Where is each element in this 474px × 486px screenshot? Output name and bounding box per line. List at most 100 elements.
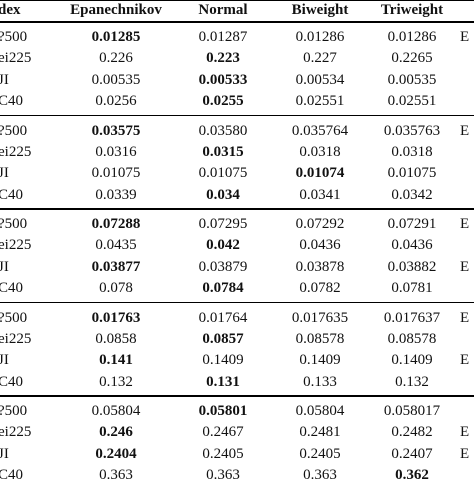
group-separator-rule (0, 114, 474, 116)
value-cell: 0.0318 (274, 141, 366, 163)
value-cell: 0.0255 (170, 90, 276, 112)
value-cell-text: 0.035763 (383, 122, 441, 139)
value-cell-text: 0.03879 (198, 258, 248, 275)
value-cell: 0.131 (170, 371, 276, 393)
value-cell: 0.01075 (170, 162, 276, 184)
table-row: ?500 0.07288 0.07295 0.07292 0.07291 E (0, 213, 474, 235)
value-cell-text: 0.07288 (91, 216, 141, 232)
value-cell-text: 0.017635 (291, 309, 349, 326)
value-cell: 0.0341 (274, 184, 366, 206)
value-cell-text: 0.03882 (387, 258, 437, 275)
value-cell: 0.07295 (170, 213, 276, 235)
value-cell-text: 0.2482 (391, 424, 433, 441)
value-cell-text: 0.00534 (295, 71, 345, 88)
value-cell: 0.362 (366, 464, 458, 486)
group-separator-rule (0, 395, 474, 397)
value-cell: 0.0342 (366, 184, 458, 206)
value-cell-text: 0.362 (395, 467, 429, 484)
value-cell: 0.2482 (366, 421, 458, 443)
value-cell-text: 0.1409 (299, 352, 341, 369)
value-cell: 0.01286 (366, 26, 458, 48)
table-row: ?500 0.05804 0.05801 0.05804 0.058017 (0, 400, 474, 422)
row-label: JI (0, 69, 58, 91)
value-cell-text: 0.0436 (299, 237, 341, 254)
table-row: C40 0.0256 0.0255 0.02551 0.02551 (0, 90, 474, 112)
value-cell-text: 0.01075 (387, 165, 437, 182)
value-cell-text: 0.03580 (198, 122, 248, 139)
table-row: ei225 0.0858 0.0857 0.08578 0.08578 (0, 328, 474, 350)
table-row: JI 0.01075 0.01075 0.01074 0.01075 (0, 162, 474, 184)
value-cell: 0.08578 (274, 328, 366, 350)
value-cell-text: 0.01763 (91, 309, 141, 326)
value-cell-text: 0.0782 (299, 280, 341, 297)
row-label-text: C40 (0, 186, 24, 203)
row-label: ?500 (0, 400, 58, 422)
value-cell: 0.0435 (60, 234, 172, 256)
row-label: ?500 (0, 307, 58, 329)
value-cell-text: 0.0255 (202, 93, 244, 110)
value-cell: 0.02551 (274, 90, 366, 112)
table-row: ei225 0.0435 0.042 0.0436 0.0436 (0, 234, 474, 256)
value-cell: 0.0436 (366, 234, 458, 256)
value-cell: 0.02551 (366, 90, 458, 112)
value-cell: 0.042 (170, 234, 276, 256)
value-cell-text: 0.2481 (299, 424, 341, 441)
value-cell: 0.01286 (274, 26, 366, 48)
value-cell: 0.01285 (60, 26, 172, 48)
row-label-text: ?500 (0, 216, 28, 232)
group-separator-rule (0, 21, 474, 23)
value-cell: 0.132 (366, 371, 458, 393)
value-cell: 0.0318 (366, 141, 458, 163)
value-cell: 0.03575 (60, 120, 172, 142)
value-cell: 0.0782 (274, 277, 366, 299)
value-cell-text: 0.1409 (391, 352, 433, 369)
value-cell: 0.0784 (170, 277, 276, 299)
table-row: JI 0.00535 0.00533 0.00534 0.00535 (0, 69, 474, 91)
row-tail: E (460, 349, 474, 371)
value-cell-text: 0.133 (303, 373, 337, 390)
value-cell-text: 0.00535 (91, 71, 141, 88)
value-cell-text: 0.223 (206, 50, 240, 67)
value-cell-text: 0.226 (99, 50, 133, 67)
value-cell: 0.133 (274, 371, 366, 393)
table-row: ?500 0.03575 0.03580 0.035764 0.035763 E (0, 120, 474, 142)
row-label-text: C40 (0, 373, 24, 390)
value-cell: 0.141 (60, 349, 172, 371)
value-cell: 0.01763 (60, 307, 172, 329)
table-row: ei225 0.0316 0.0315 0.0318 0.0318 (0, 141, 474, 163)
value-cell-text: 0.017637 (383, 309, 441, 326)
value-cell: 0.363 (274, 464, 366, 486)
table-row: ei225 0.246 0.2467 0.2481 0.2482 E (0, 421, 474, 443)
row-label-text: C40 (0, 93, 24, 110)
value-cell-text: 0.00533 (198, 71, 248, 88)
value-cell: 0.01075 (366, 162, 458, 184)
value-cell-text: 0.05801 (198, 403, 248, 419)
row-tail: E (460, 120, 474, 142)
value-cell-text: 0.0858 (95, 330, 137, 347)
value-cell: 0.00535 (60, 69, 172, 91)
row-tail (460, 90, 474, 112)
row-tail-text: E (460, 445, 470, 462)
value-cell-text: 0.01287 (198, 29, 248, 45)
value-cell-text: 0.0316 (95, 143, 137, 160)
value-cell-text: 0.01075 (91, 165, 141, 182)
value-cell: 0.0315 (170, 141, 276, 163)
table-row: C40 0.363 0.363 0.363 0.362 (0, 464, 474, 486)
value-cell-text: 0.07292 (295, 216, 345, 232)
row-tail: E (460, 443, 474, 465)
table-row: C40 0.078 0.0784 0.0782 0.0781 (0, 277, 474, 299)
value-cell: 0.227 (274, 47, 366, 69)
value-cell-text: 0.0435 (95, 237, 137, 254)
value-cell-text: 0.2404 (95, 445, 137, 462)
row-label-text: ei225 (0, 143, 32, 160)
row-tail (460, 141, 474, 163)
value-cell: 0.035764 (274, 120, 366, 142)
row-label: ?500 (0, 213, 58, 235)
value-cell: 0.2405 (274, 443, 366, 465)
value-cell-text: 0.246 (99, 424, 133, 441)
value-cell: 0.05804 (60, 400, 172, 422)
table-row: ?500 0.01763 0.01764 0.017635 0.017637 E (0, 307, 474, 329)
header-epanechnikov: Epanechnikov (70, 2, 162, 18)
row-tail-text: E (460, 352, 470, 369)
row-tail (460, 371, 474, 393)
